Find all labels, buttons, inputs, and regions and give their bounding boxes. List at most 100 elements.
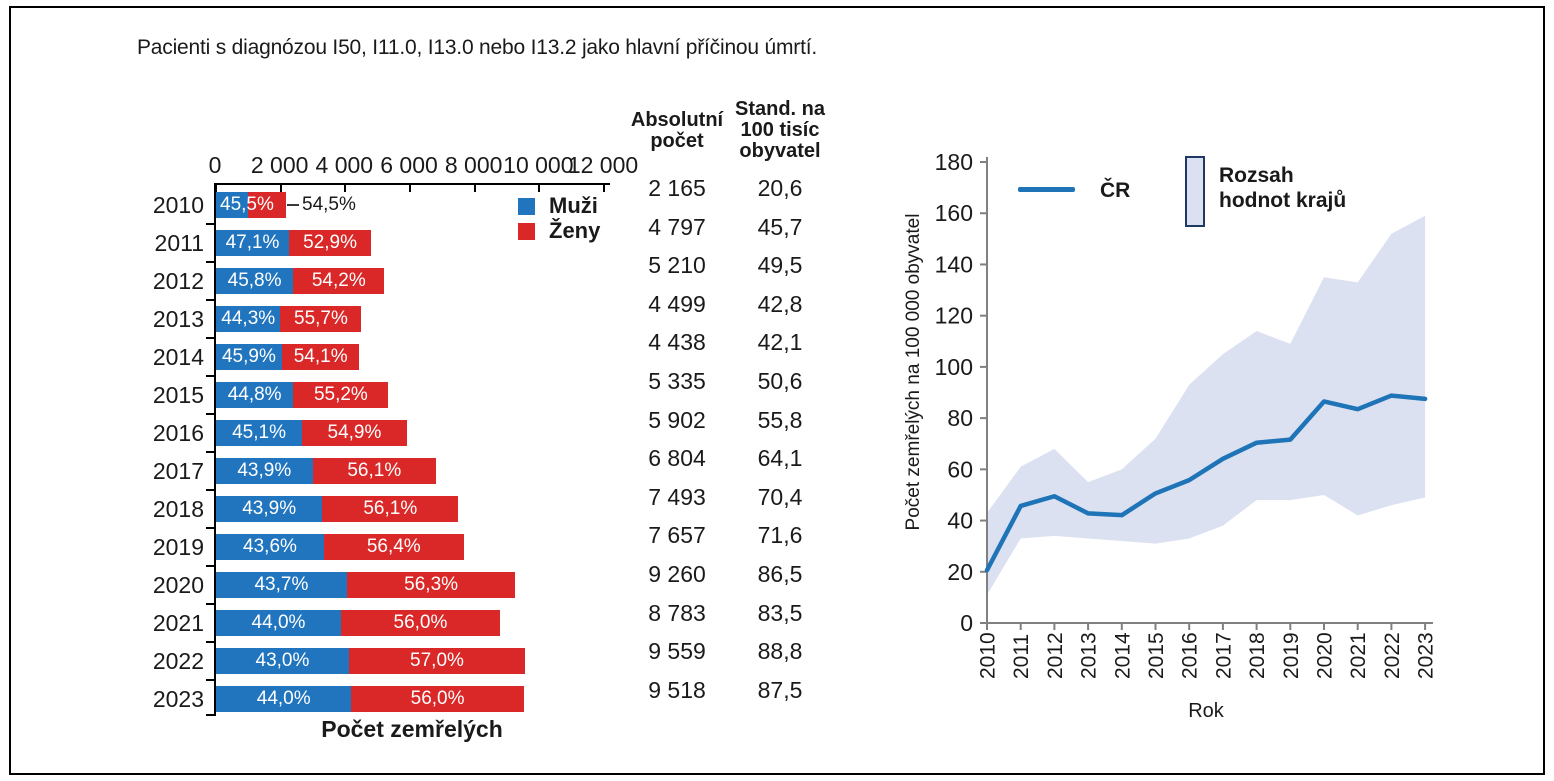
bar-chart-category-tick [206, 413, 214, 415]
y-tick-label: 40 [947, 508, 973, 534]
bar-segment-men: 43,6% [216, 534, 324, 560]
bar-segment-women: 56,4% [323, 534, 464, 560]
table-cell-standardized-rate: 87,5 [757, 676, 803, 703]
bar-segment-women: 56,0% [340, 610, 500, 636]
table-cell-absolute-count: 4 797 [648, 213, 706, 240]
men-percent-label: 43,7% [254, 574, 309, 595]
x-tick-label: 2018 [1246, 632, 1269, 679]
bar-chart-axis-tick [603, 185, 605, 192]
bar-row: 44,0% 56,0% [216, 610, 500, 636]
women-percent-label: 54,2% [311, 270, 366, 291]
bar-chart-axis-tick-label: 4 000 [315, 152, 374, 178]
bar-segment-women: 54,9% [302, 420, 407, 446]
bar-segment-men: 44,3% [216, 306, 281, 332]
x-tick-label: 2016 [1179, 632, 1202, 679]
men-percent-label: 45,9% [221, 346, 276, 367]
women-percent-label: 54,9% [327, 422, 382, 443]
region-range-legend-swatch [1185, 156, 1205, 227]
x-tick-label: 2022 [1381, 632, 1404, 679]
bar-segment-men: 45,1% [216, 420, 303, 446]
figure-title: Pacienti s diagnózou I50, I11.0, I13.0 n… [137, 36, 817, 59]
bar-chart-category-tick [206, 527, 214, 529]
bar-segment-women: 56,3% [346, 572, 516, 598]
table-cell-standardized-rate: 45,7 [757, 213, 803, 240]
women-percent-label: 56,1% [347, 460, 402, 481]
bar-segment-men: 47,1% [216, 230, 290, 256]
region-range-legend-label: Rozsah hodnot krajů [1219, 164, 1347, 212]
x-tick-label: 2015 [1145, 632, 1168, 679]
y-tick-label: 60 [947, 456, 973, 482]
women-percent-label: 56,1% [363, 498, 418, 519]
table-cell-absolute-count: 5 902 [648, 406, 706, 433]
women-legend-swatch [518, 223, 535, 240]
table-cell-absolute-count: 5 210 [648, 252, 706, 279]
women-percent-label: 56,0% [393, 612, 448, 633]
bar-segment-women: 54,2% [293, 268, 385, 294]
y-tick-label: 0 [960, 610, 973, 636]
women-percent-label: 56,4% [366, 536, 421, 557]
bar-segment-women [247, 192, 286, 218]
y-tick-label: 180 [935, 149, 973, 175]
cr-line-legend-label: ČR [1100, 179, 1131, 202]
men-percent-label: 47,1% [225, 232, 280, 253]
men-percent-label: 44,0% [251, 612, 306, 633]
table-cell-absolute-count: 9 260 [648, 561, 706, 587]
men-percent-label: 43,9% [242, 498, 297, 519]
bar-chart-axis-tick-label: 0 [208, 152, 222, 178]
bar-segment-men: 43,0% [216, 648, 349, 674]
bar-chart-axis-tick [279, 185, 282, 192]
bar-segment-men: 43,9% [216, 496, 323, 522]
men-percent-label: 45,1% [232, 422, 286, 443]
table-cell-standardized-rate: 83,5 [757, 599, 803, 626]
x-tick-label: 2020 [1314, 632, 1337, 679]
bar-segment-women: 57,0% [348, 648, 526, 674]
x-tick-label: 2014 [1111, 632, 1134, 679]
bar-segment-women: 55,7% [280, 306, 362, 332]
table-cell-absolute-count: 5 335 [648, 368, 706, 394]
bar-chart-axis-tick [344, 185, 347, 192]
bar-segment-men: 45,8% [216, 268, 294, 294]
line-chart-x-axis-title: Rok [1188, 700, 1224, 722]
bar-row: 43,0% 57,0% [216, 648, 526, 674]
bar-year-label: 2011 [154, 230, 204, 256]
men-percent-label: 44,0% [256, 688, 311, 709]
bar-chart-category-tick [206, 641, 214, 643]
bar-year-label: 2010 [152, 192, 204, 218]
cr-line [984, 393, 1428, 573]
table-cell-standardized-rate: 20,6 [757, 175, 803, 201]
table-header-standardized-rate: Stand. na 100 tisíc obyvatel [734, 98, 825, 162]
bar-chart-axis-tick [409, 185, 411, 192]
bar-segment-men: 43,7% [216, 572, 347, 598]
men-legend-swatch [518, 198, 535, 215]
table-cell-absolute-count: 6 804 [648, 445, 706, 472]
x-tick-label: 2011 [1010, 634, 1033, 679]
table-cell-standardized-rate: 71,6 [757, 522, 803, 549]
women-percent-label: 54,5% [302, 194, 356, 215]
x-tick-label: 2023 [1415, 632, 1438, 679]
men-legend-label: Muži [549, 193, 598, 218]
men-percent-label: 43,9% [237, 460, 292, 481]
bar-year-label: 2020 [152, 572, 204, 598]
bar-chart-category-tick [206, 565, 214, 567]
table-cell-absolute-count: 7 493 [648, 483, 706, 510]
bar-row: 45,8% 54,2% [216, 268, 385, 294]
x-tick-label: 2010 [977, 632, 1000, 679]
figure-border [9, 6, 1545, 775]
bar-chart-x-axis-title: Počet zemřelých [321, 716, 503, 742]
table-cell-absolute-count: 4 499 [648, 290, 706, 317]
region-range-band [987, 215, 1426, 595]
bar-row: 45,9% 54,1% [216, 344, 360, 370]
table-cell-standardized-rate: 42,1 [757, 329, 803, 356]
bar-chart-category-tick [206, 489, 214, 491]
bar-year-label: 2017 [152, 458, 204, 484]
men-percent-label: 44,8% [227, 384, 282, 405]
bar-segment-women: 52,9% [289, 230, 372, 256]
women-percent-label: 55,2% [313, 384, 368, 405]
table-cell-absolute-count: 8 783 [648, 599, 706, 626]
bar-chart-category-tick [206, 603, 214, 605]
bar-year-label: 2016 [152, 420, 204, 446]
bar-chart-category-tick [206, 714, 214, 716]
bar-segment-men: 44,0% [216, 686, 352, 712]
bar-chart-category-tick [206, 299, 214, 301]
women-percent-label: 56,3% [404, 574, 459, 595]
